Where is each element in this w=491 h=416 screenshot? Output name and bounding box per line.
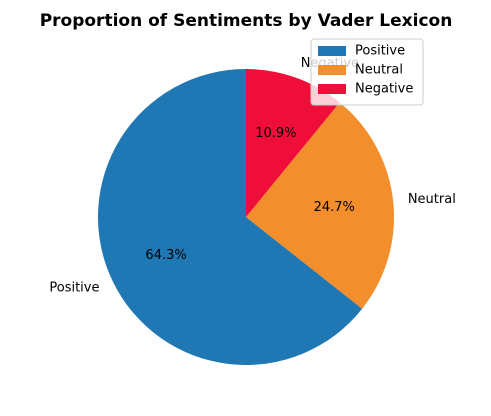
chart-title: Proportion of Sentiments by Vader Lexico… [40, 11, 453, 31]
percent-label-positive: 64.3% [145, 248, 186, 263]
legend-label-negative: Negative [355, 82, 413, 97]
legend-swatch-negative [318, 84, 346, 94]
legend: Positive Neutral Negative [310, 38, 424, 106]
percent-label-negative: 10.9% [255, 126, 296, 141]
category-label-neutral: Neutral [408, 192, 456, 207]
pie-slice-neutral [246, 102, 395, 309]
legend-label-positive: Positive [355, 44, 405, 59]
slice-percent-labels: 64.3% 24.7% 10.9% [145, 126, 355, 263]
pie-slices [98, 69, 395, 366]
category-label-positive: Positive [49, 280, 99, 295]
pie-slice-positive [98, 69, 363, 366]
legend-swatch-neutral [318, 65, 346, 75]
legend-label-neutral: Neutral [355, 63, 403, 78]
pie-slice-negative [246, 69, 340, 217]
percent-label-neutral: 24.7% [314, 200, 355, 215]
legend-swatch-positive [318, 46, 346, 56]
